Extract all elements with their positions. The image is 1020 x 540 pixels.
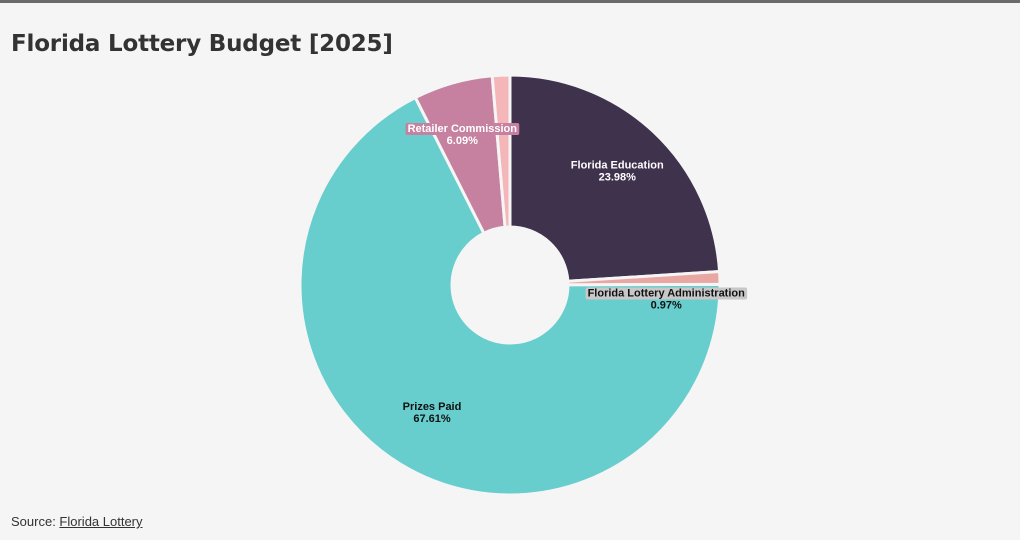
slice-unlabeled[interactable] (490, 73, 512, 229)
source-prefix: Source: (11, 514, 60, 529)
source-link[interactable]: Florida Lottery (59, 514, 143, 529)
slices-group (298, 73, 722, 497)
slice-florida-education[interactable] (508, 73, 722, 283)
slice-label-bg (585, 287, 748, 300)
slice-label-value: 67.61% (413, 413, 451, 425)
slice-label-value: 23.98% (599, 172, 637, 184)
slice-label-value: 6.09% (447, 135, 478, 147)
slice-label-name: Florida Lottery Administration (588, 288, 746, 300)
slice-label-bg (405, 123, 520, 136)
slice-label-name: Retailer Commission (408, 123, 518, 135)
slice-prizes-paid[interactable] (298, 95, 722, 497)
top-rule (0, 0, 1020, 3)
slice-label-name: Prizes Paid (403, 401, 462, 413)
source-line: Source: Florida Lottery (11, 514, 143, 529)
slice-label-value: 0.97% (651, 300, 682, 312)
chart-title: Florida Lottery Budget [2025] (11, 31, 393, 57)
slice-label-name: Florida Education (571, 160, 664, 172)
